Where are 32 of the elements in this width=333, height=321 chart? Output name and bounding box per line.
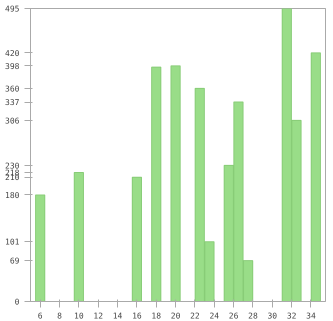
x-tick-label: 12: [93, 312, 104, 320]
bar: [132, 176, 142, 302]
y-tick-label: 420: [5, 48, 20, 58]
bar: [151, 66, 162, 302]
x-tick-label: 10: [74, 312, 84, 320]
x-tick-label: 8: [57, 312, 62, 320]
x-tick-label: 16: [132, 312, 142, 320]
x-tick-label: 20: [170, 312, 181, 320]
x-tick-label: 32: [286, 312, 297, 320]
y-tick-label: 69: [10, 256, 20, 266]
x-tick-label: 24: [209, 312, 220, 320]
x-tick-label: 26: [228, 312, 239, 320]
y-tick-label: 180: [5, 190, 20, 200]
bar: [310, 52, 321, 302]
x-tick-label: 34: [306, 312, 316, 320]
y-tick-label: 0: [14, 298, 20, 306]
y-tick-label: 101: [5, 238, 20, 247]
y-tick-label: 398: [5, 62, 20, 71]
bar: [74, 172, 84, 302]
x-tick-label: 14: [112, 312, 123, 320]
x-tick-label: 18: [151, 312, 162, 320]
bar: [35, 194, 46, 302]
x-tick-label: 6: [38, 312, 43, 320]
y-tick-label: 306: [5, 116, 20, 126]
y-tick-label: 360: [5, 84, 20, 94]
bar: [170, 65, 181, 302]
x-tick-label: 30: [267, 312, 278, 320]
y-tick-label: 337: [5, 98, 20, 108]
y-tick-label: 230: [5, 161, 20, 170]
x-tick-label: 22: [190, 312, 200, 320]
x-tick-label: 28: [248, 312, 258, 320]
y-tick-label: 495: [5, 4, 20, 14]
